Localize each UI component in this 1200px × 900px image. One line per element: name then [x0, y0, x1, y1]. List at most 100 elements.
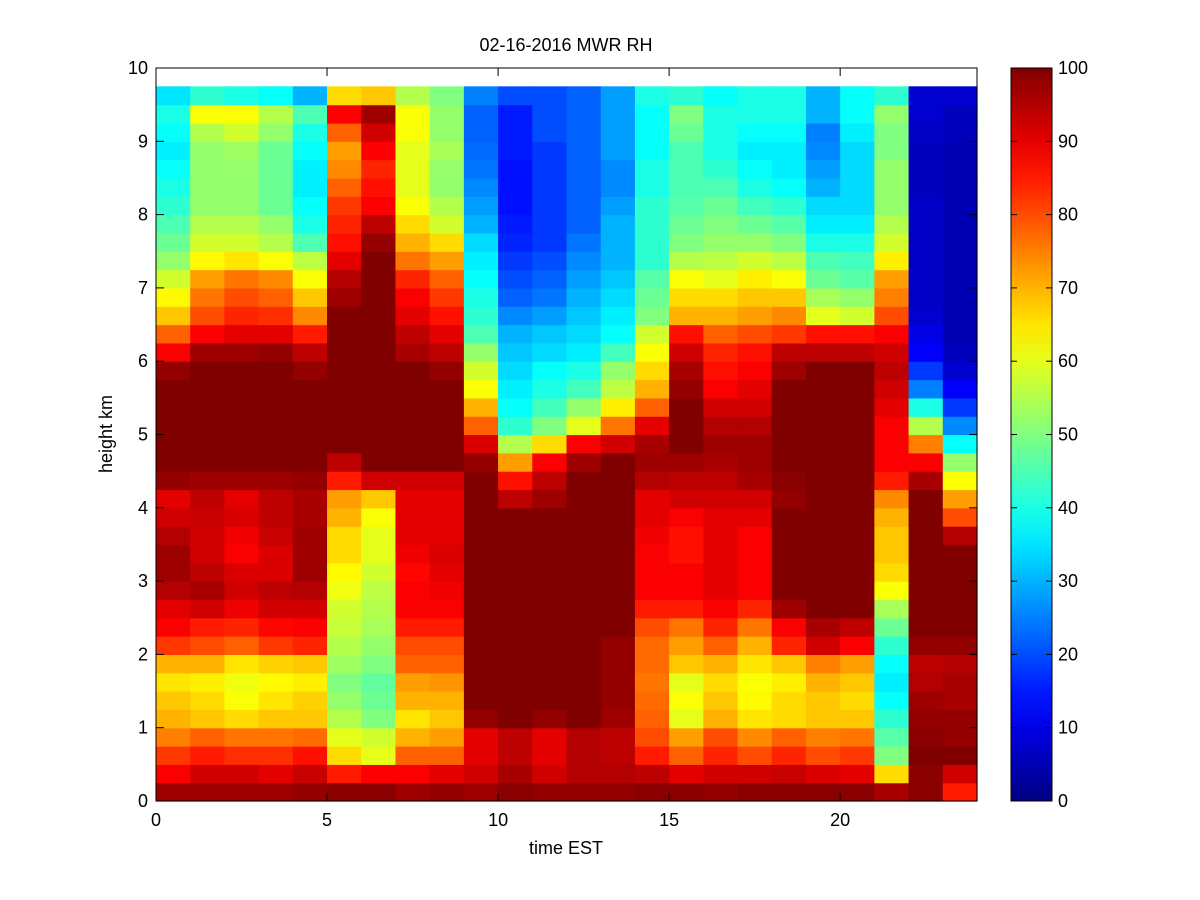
heatmap-cell: [805, 397, 841, 417]
heatmap-cell: [156, 562, 191, 582]
heatmap-cell: [737, 764, 773, 784]
heatmap-cell: [258, 159, 294, 179]
heatmap-cell: [156, 159, 191, 179]
heatmap-cell: [908, 544, 944, 564]
heatmap-cell: [532, 691, 568, 710]
y-tick-label: 3: [138, 571, 148, 591]
heatmap-cell: [327, 159, 362, 179]
heatmap-cell: [190, 397, 226, 417]
x-tick-label: 15: [659, 810, 679, 830]
heatmap-cell: [566, 269, 602, 289]
heatmap-cell: [190, 489, 226, 509]
heatmap-cell: [737, 507, 773, 527]
heatmap-cell: [908, 654, 944, 674]
heatmap-cell: [737, 324, 773, 344]
heatmap-cell: [634, 214, 670, 234]
heatmap-cell: [292, 397, 328, 417]
heatmap-cell: [463, 782, 499, 802]
heatmap-cell: [737, 342, 773, 362]
heatmap-cell: [463, 691, 499, 710]
heatmap-cell: [258, 507, 294, 527]
heatmap-cell: [156, 251, 191, 271]
heatmap-cell: [292, 287, 328, 307]
heatmap-cell: [600, 287, 636, 307]
heatmap-cell: [634, 581, 670, 601]
heatmap-cell: [361, 214, 397, 234]
heatmap-cell: [703, 379, 739, 399]
heatmap-cell: [156, 287, 191, 307]
heatmap-cell: [258, 306, 294, 326]
heatmap-cell: [532, 654, 568, 674]
heatmap-cell: [908, 214, 944, 234]
heatmap-cell: [634, 397, 670, 417]
heatmap-cell: [771, 507, 807, 527]
heatmap-cell: [498, 122, 533, 142]
heatmap-cell: [327, 636, 362, 655]
heatmap-cell: [669, 397, 704, 417]
heatmap-cell: [600, 379, 636, 399]
heatmap-cell: [669, 672, 704, 692]
heatmap-cell: [703, 782, 739, 802]
heatmap-cell: [566, 672, 602, 692]
heatmap-cell: [327, 764, 362, 784]
heatmap-cell: [395, 397, 431, 417]
heatmap-cell: [463, 544, 499, 564]
heatmap-cell: [942, 177, 978, 197]
heatmap-cell: [771, 654, 807, 674]
heatmap-cell: [498, 86, 533, 106]
heatmap-cell: [634, 727, 670, 747]
heatmap-cell: [908, 434, 944, 454]
heatmap-cell: [908, 159, 944, 179]
heatmap-cell: [737, 379, 773, 399]
heatmap-cell: [908, 342, 944, 362]
heatmap-cell: [737, 636, 773, 655]
heatmap-cell: [771, 141, 807, 161]
heatmap-cell: [874, 342, 910, 362]
heatmap-cell: [361, 159, 397, 179]
heatmap-cell: [258, 342, 294, 362]
heatmap-cell: [429, 306, 465, 326]
heatmap-cell: [634, 452, 670, 472]
heatmap-cell: [805, 232, 841, 252]
heatmap-cell: [942, 269, 978, 289]
colorbar-tick-label: 20: [1058, 644, 1078, 664]
heatmap-cell: [532, 122, 568, 142]
heatmap-cell: [771, 727, 807, 747]
heatmap-cell: [361, 86, 397, 106]
heatmap-cell: [498, 397, 533, 417]
heatmap-cell: [805, 727, 841, 747]
heatmap-cell: [498, 434, 533, 454]
heatmap-cell: [224, 104, 260, 124]
heatmap-cell: [258, 636, 294, 655]
heatmap-cell: [634, 324, 670, 344]
heatmap-cell: [634, 379, 670, 399]
heatmap-cell: [429, 764, 465, 784]
heatmap-cell: [771, 746, 807, 765]
heatmap-cell: [908, 691, 944, 710]
heatmap-cell: [258, 581, 294, 601]
heatmap-cell: [908, 709, 944, 729]
heatmap-cell: [429, 397, 465, 417]
heatmap-cell: [156, 654, 191, 674]
heatmap-cell: [634, 526, 670, 546]
heatmap-cell: [874, 397, 910, 417]
heatmap-cell: [327, 672, 362, 692]
heatmap-cell: [737, 122, 773, 142]
heatmap-cell: [258, 562, 294, 582]
heatmap-cell: [463, 654, 499, 674]
heatmap-cell: [805, 379, 841, 399]
heatmap-cell: [258, 177, 294, 197]
heatmap-cell: [737, 782, 773, 802]
heatmap-cell: [395, 159, 431, 179]
heatmap-cell: [942, 416, 978, 436]
heatmap-cell: [292, 507, 328, 527]
heatmap-cell: [395, 672, 431, 692]
heatmap-cell: [669, 361, 704, 381]
heatmap-cell: [258, 397, 294, 417]
heatmap-cell: [634, 746, 670, 765]
heatmap-cell: [600, 764, 636, 784]
heatmap-cell: [224, 526, 260, 546]
heatmap-cell: [771, 452, 807, 472]
heatmap-cell: [498, 654, 533, 674]
